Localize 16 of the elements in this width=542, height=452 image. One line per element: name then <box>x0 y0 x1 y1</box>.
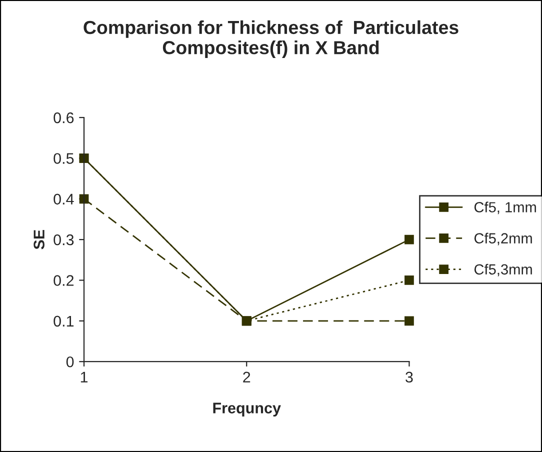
x-tick-label: 1 <box>80 372 88 382</box>
y-tick-label: 0 <box>66 356 74 368</box>
y-tick-label: 0.5 <box>54 153 74 164</box>
y-tick-label: 0.1 <box>54 316 74 327</box>
legend-label: Cf5, 1mm <box>474 202 536 214</box>
legend-label: Cf5,3mm <box>474 264 532 276</box>
x-tick-label: 2 <box>243 372 250 382</box>
chart-title: Comparison for Thickness of Particulates Composites(f) in X Band <box>84 20 458 58</box>
y-tick-label: 0.3 <box>54 234 74 246</box>
y-tick-label: 0.2 <box>54 275 74 286</box>
x-axis-title: Frequncy <box>213 402 281 416</box>
y-tick-label: 0.4 <box>54 194 74 205</box>
x-tick-label: 3 <box>406 372 413 383</box>
legend-label: Cf5,2mm <box>474 232 532 246</box>
y-axis-title: SE <box>34 230 44 250</box>
y-tick-label: 0.6 <box>54 112 74 124</box>
